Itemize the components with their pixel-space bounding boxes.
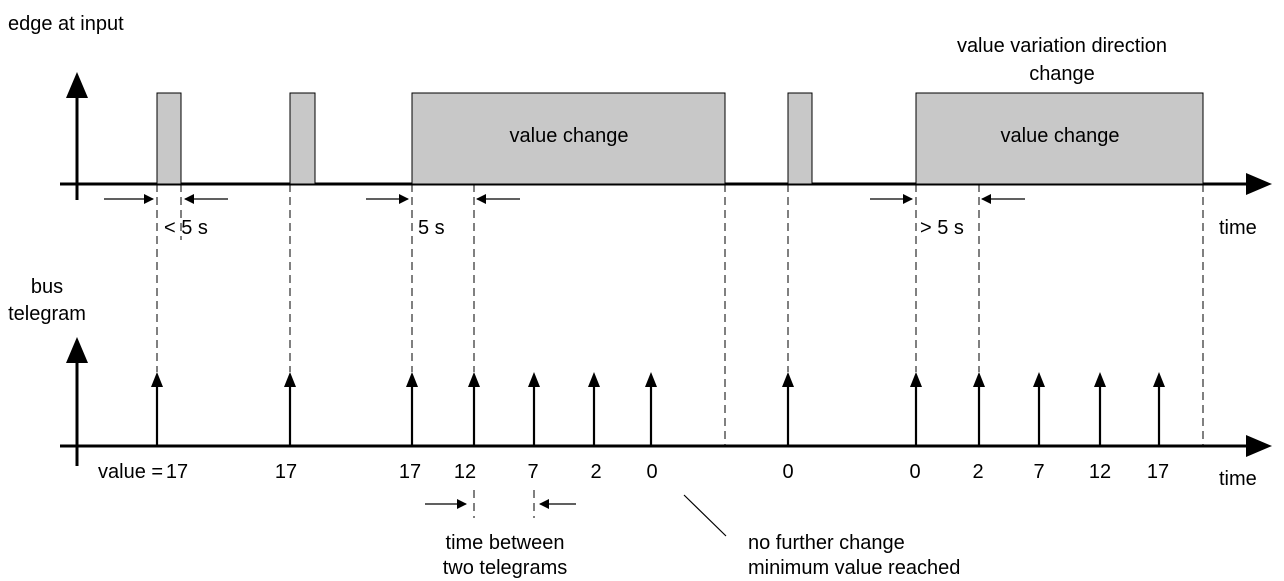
- note-label-line2: minimum value reached: [748, 557, 960, 579]
- telegram-1: [151, 372, 163, 446]
- telegram-13: [1153, 372, 1165, 446]
- telegram-4: [468, 372, 480, 446]
- telegram-7: [645, 372, 657, 446]
- telegram-value-10: 2: [972, 461, 983, 483]
- note-label-line1: no further change: [748, 532, 905, 554]
- interval-label-5s: 5 s: [418, 217, 445, 239]
- input-edge-pulse-2: [289, 92, 316, 185]
- input-edge-pulse-3: [787, 92, 813, 185]
- telegram-value-8: 0: [782, 461, 793, 483]
- telegram-value-prefix: value =: [98, 461, 169, 483]
- bottom-x-axis-arrowhead: [1246, 435, 1272, 457]
- telegram-value-1: 17: [166, 461, 188, 483]
- bottom-y-axis-label-line1: bus: [31, 276, 63, 298]
- telegram-6: [588, 372, 600, 446]
- telegram-11: [1033, 372, 1045, 446]
- value-change-label-2: value change: [1001, 125, 1120, 147]
- input-edge-pulse-1: [156, 92, 182, 185]
- top-y-axis-label: edge at input: [8, 13, 124, 35]
- between-label-line1: time between: [446, 532, 565, 554]
- bottom-x-axis-label: time: [1219, 468, 1257, 490]
- telegram-value-11: 7: [1033, 461, 1044, 483]
- telegram-12: [1094, 372, 1106, 446]
- direction-change-annotation-line2: change: [1029, 63, 1095, 85]
- interval-label-less-5s: < 5 s: [164, 217, 208, 239]
- between-label-line2: two telegrams: [443, 557, 568, 579]
- top-x-axis-arrowhead: [1246, 173, 1272, 195]
- interval-label-greater-5s: > 5 s: [920, 217, 964, 239]
- top-x-axis-label: time: [1219, 217, 1257, 239]
- telegram-value-2: 17: [275, 461, 297, 483]
- telegram-value-5: 7: [527, 461, 538, 483]
- telegram-value-13: 17: [1147, 461, 1169, 483]
- telegram-value-9: 0: [909, 461, 920, 483]
- input-value-change-block-2: [915, 92, 1204, 185]
- telegram-5: [528, 372, 540, 446]
- telegram-3: [406, 372, 418, 446]
- direction-change-annotation-line1: value variation direction: [957, 35, 1167, 57]
- value-change-label-1: value change: [510, 125, 629, 147]
- telegram-value-3: 17: [399, 461, 421, 483]
- bottom-y-axis-arrowhead: [66, 337, 88, 363]
- telegram-value-7: 0: [646, 461, 657, 483]
- telegram-2: [284, 372, 296, 446]
- telegram-value-4: 12: [454, 461, 476, 483]
- telegram-8: [782, 372, 794, 446]
- top-y-axis-arrowhead: [66, 72, 88, 98]
- telegram-value-12: 12: [1089, 461, 1111, 483]
- telegram-value-6: 2: [590, 461, 601, 483]
- input-value-change-block-1: [411, 92, 726, 185]
- note-pointer-line: [683, 494, 727, 537]
- bottom-y-axis-label-line2: telegram: [8, 303, 86, 325]
- telegram-10: [973, 372, 985, 446]
- telegram-9: [910, 372, 922, 446]
